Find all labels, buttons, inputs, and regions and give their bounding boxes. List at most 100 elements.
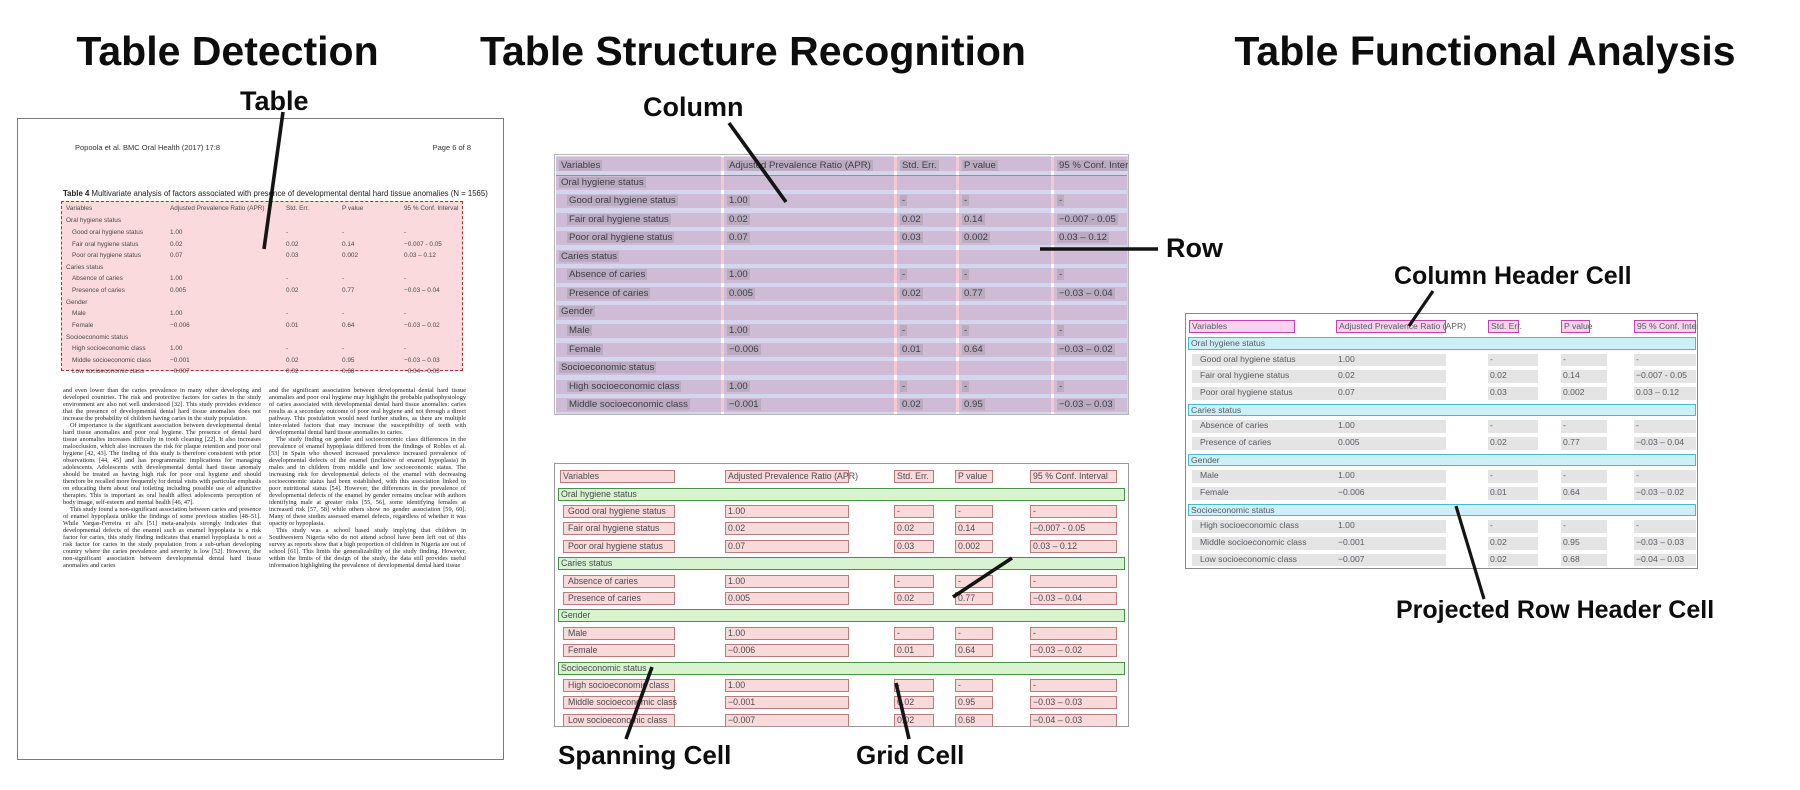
mini-cell: 1.00	[170, 275, 183, 283]
text-cell-gray-box: Absence of caries	[1192, 420, 1340, 433]
grid-cell-box: 0.002	[955, 539, 993, 553]
mini-cell: 0.95	[342, 356, 355, 364]
spanning-cell-box: Gender	[558, 609, 1125, 623]
text-cell-gray-box: -	[1488, 420, 1538, 433]
column-header-text: Std. Err.	[900, 159, 939, 171]
grid-cell-box: -	[955, 626, 993, 640]
cell-text: 1.00	[727, 380, 750, 392]
column-header-cell-box: Variables	[1189, 320, 1295, 333]
callout-spanning-cell: Spanning Cell	[558, 740, 732, 770]
row-label-text: Good oral hygiene status	[567, 195, 678, 207]
grid-cell-box: 0.95	[955, 696, 993, 710]
panel-title-table-detection: Table Detection	[76, 28, 379, 74]
cell-text: 0.02	[900, 287, 923, 299]
grid-cell-box: -	[955, 678, 993, 692]
document-page: Popoola et al. BMC Oral Health (2017) 17…	[17, 118, 504, 760]
text-cell-gray-box: -	[1634, 420, 1696, 433]
grid-cell-box: 0.02	[725, 522, 849, 536]
mini-header-cell: Adjusted Prevalence Ratio (APR)	[170, 205, 265, 212]
row-label-text: Oral hygiene status	[559, 176, 646, 188]
row-label-text: Gender	[559, 306, 595, 318]
cell-text: 0.02	[900, 399, 923, 411]
mini-header-cell: Variables	[66, 205, 93, 212]
mini-cell: 0.005	[170, 287, 186, 295]
grid-cell-box: 0.02	[894, 696, 934, 710]
mini-cell: -	[342, 310, 345, 318]
row-label-text: Socioeconomic status	[559, 362, 657, 374]
projected-row-header-cell-box: Caries status	[1188, 403, 1696, 417]
grid-cell-box: 1.00	[725, 574, 849, 588]
cell-text: 0.64	[962, 343, 985, 355]
mini-cell: 0.02	[170, 240, 183, 248]
functional-analysis-table: Variables Adjusted Prevalence Ratio (APR)…	[1185, 313, 1698, 569]
cell-text: -	[962, 380, 970, 392]
row-label-text: Male	[567, 324, 592, 336]
text-cell-gray-box: 1.00	[1336, 353, 1446, 367]
mini-cell: −0.006	[170, 321, 190, 329]
text-cell-box: Good oral hygiene status	[563, 504, 675, 518]
grid-cell-box: -	[894, 504, 934, 518]
body-paragraph: The study finding on gender and socioeco…	[269, 436, 466, 527]
text-cell-gray-box: 0.64	[1561, 487, 1607, 500]
mini-row-label: Presence of caries	[72, 287, 125, 295]
callout-table: Table	[240, 86, 309, 116]
panel-title-table-functional-analysis: Table Functional Analysis	[1234, 28, 1736, 74]
text-cell-gray-box: -	[1634, 520, 1696, 533]
text-cell-gray-box: Presence of caries	[1192, 437, 1340, 450]
cell-text: 1.00	[727, 195, 750, 207]
mini-cell: -	[342, 345, 345, 353]
cell-text: 0.77	[962, 287, 985, 299]
grid-cell-box: −0.03 – 0.02	[1030, 644, 1117, 658]
mini-cell: -	[404, 228, 407, 236]
mini-cell: 0.002	[342, 252, 358, 260]
cell-text: 0.03	[900, 232, 923, 244]
grid-cell-box: -	[1030, 626, 1117, 640]
header-cell-box: Variables	[560, 470, 675, 483]
grid-cell-box: −0.007	[725, 713, 849, 726]
grid-cell-box: 0.02	[894, 522, 934, 536]
cell-text: 1.00	[727, 324, 750, 336]
cell-text: −0.03 – 0.02	[1057, 343, 1115, 355]
callout-column-header-cell: Column Header Cell	[1394, 262, 1632, 290]
row-label-text: Absence of caries	[567, 269, 648, 281]
text-cell-gray-box: -	[1561, 353, 1607, 367]
grid-cell-box: −0.006	[725, 644, 849, 658]
column-header-cell-box: 95 % Conf. Interval	[1634, 320, 1697, 333]
header-cell-box: Adjusted Prevalence Ratio (APR)	[725, 470, 858, 483]
text-cell-gray-box: Female	[1192, 487, 1340, 500]
text-cell-gray-box: -	[1561, 420, 1607, 433]
grid-cell-box: 0.14	[955, 522, 993, 536]
callout-column: Column	[643, 92, 744, 122]
text-cell-gray-box: −0.03 – 0.03	[1634, 537, 1696, 550]
column-header-text: Adjusted Prevalence Ratio (APR)	[727, 159, 873, 171]
cell-text: −0.001	[727, 399, 761, 411]
text-cell-gray-box: -	[1488, 470, 1538, 483]
cell-text: -	[900, 195, 908, 207]
cell-text: -	[900, 380, 908, 392]
mini-row-label: Low socioeconomic class	[72, 368, 145, 376]
mini-row-label: Gender	[66, 298, 88, 306]
column-highlight	[556, 156, 721, 414]
header-cell-box: 95 % Conf. Interval	[1030, 470, 1117, 483]
text-cell-gray-box: 0.02	[1488, 437, 1538, 450]
mini-row-label: Oral hygiene status	[66, 217, 122, 225]
running-head-right: Page 6 of 8	[432, 143, 471, 152]
grid-cell-box: −0.007 - 0.05	[1030, 522, 1117, 536]
mini-cell: 0.07	[170, 252, 183, 260]
mini-cell: 1.00	[170, 345, 183, 353]
row-label-text: Fair oral hygiene status	[567, 213, 671, 225]
text-cell-gray-box: Good oral hygiene status	[1192, 353, 1340, 367]
document-body-column-left: and even lower than the caries prevalenc…	[63, 387, 261, 709]
grid-cell-box: 0.64	[955, 644, 993, 658]
row-label-text: High socioeconomic class	[567, 380, 682, 392]
text-cell-gray-box: 0.02	[1336, 370, 1446, 383]
panel-title-table-structure-recognition: Table Structure Recognition	[480, 28, 1026, 74]
cell-text: −0.03 – 0.04	[1057, 287, 1115, 299]
text-cell-box: Fair oral hygiene status	[563, 522, 675, 536]
grid-cell-box: 1.00	[725, 626, 849, 640]
mini-row-label: Middle socioeconomic class	[72, 356, 152, 364]
mini-cell: -	[286, 310, 289, 318]
column-header-text: Variables	[559, 159, 603, 171]
cell-text: -	[1057, 269, 1065, 281]
table-caption-text: Multivariate analysis of factors associa…	[89, 189, 488, 198]
